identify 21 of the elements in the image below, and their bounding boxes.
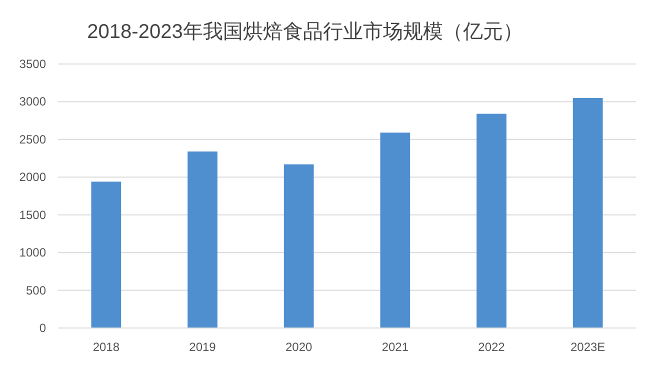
bar [188,151,218,328]
y-tick-label: 0 [39,321,46,335]
x-tick-label: 2020 [285,340,313,354]
x-tick-label: 2022 [478,340,506,354]
y-tick-label: 1500 [19,208,46,222]
y-tick-label: 3000 [19,94,46,109]
bar [284,164,314,328]
x-tick-label: 2021 [382,340,409,354]
y-tick-label: 2000 [19,170,46,184]
bar [476,114,506,328]
y-tick-label: 1000 [19,246,46,260]
y-tick-label: 3500 [19,57,46,71]
x-tick-label: 2019 [189,340,216,354]
x-tick-label: 2018 [92,340,120,354]
bar [91,182,122,328]
chart-title: 2018-2023年我国烘焙食品行业市场规模（亿元） [87,21,523,43]
bar [380,132,410,328]
y-tick-label: 500 [26,283,46,298]
y-tick-label: 2500 [19,132,46,146]
x-tick-label: 2023E [570,340,606,354]
bar [572,98,603,328]
